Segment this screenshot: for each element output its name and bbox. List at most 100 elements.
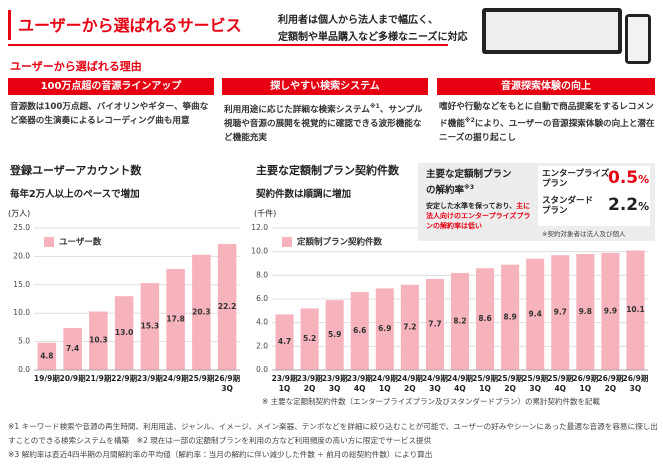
bar [601, 252, 620, 370]
bar [576, 254, 595, 370]
value-label: 9.8 [579, 307, 592, 316]
x-tick-label: 25/9期 1Q [472, 374, 499, 393]
bar [501, 264, 520, 370]
value-label: 5.2 [303, 334, 316, 343]
tagline: 利用者は個人から法人まで幅広く、 定額制や単品購入など多様なニーズに対応 [278, 15, 468, 43]
x-tick-label: 23/9期 4Q [346, 374, 373, 393]
bar [325, 300, 344, 370]
y-tick-label: 0.0 [18, 365, 30, 374]
title-rule [8, 44, 448, 46]
value-label: 13.0 [115, 328, 134, 337]
churn-title: 主要な定額制プラン の解約率※3 [426, 168, 536, 197]
rate-value: 0.5 [608, 168, 639, 188]
plan-name: スタンダード プラン [542, 196, 594, 216]
laptop-screen [482, 8, 622, 54]
chart-subtitle: 契約件数は順調に増加 [256, 189, 352, 200]
bar [166, 268, 185, 370]
legend-swatch [44, 237, 54, 247]
reason-heading: 100万点超の音源ラインアップ [8, 78, 214, 95]
churn-note: ※契約対象者は法人及び個人 [542, 230, 626, 238]
value-label: 4.8 [40, 351, 53, 360]
footnote-ref: ※3 [464, 184, 475, 191]
x-tick-label: 25/9期 4Q [547, 374, 574, 393]
value-label: 10.1 [626, 305, 645, 314]
bar [63, 327, 82, 370]
legend-swatch [282, 237, 292, 247]
bar [192, 254, 211, 370]
churn-text: 安定した水準を保っており、主に法人向けのエンタープライズプランの解約率は低い [426, 201, 536, 231]
y-tick-label: 10.0 [13, 308, 30, 317]
reason-text: 音源数は100万点超、バイオリンやギター、箏曲など楽器の生演奏によるレコーディン… [10, 102, 209, 126]
rate-unit: % [638, 173, 650, 186]
churn-highlight: 主に法人向けのエンタープライズプランの解約率は低い [426, 202, 531, 230]
rates-panel: エンタープライズ プラン 0.5% スタンダード プラン 2.2% [538, 166, 650, 226]
phone-screen [628, 17, 648, 61]
y-tick-label: 6.0 [256, 294, 268, 303]
value-label: 8.2 [453, 316, 466, 325]
title-accent [8, 10, 11, 40]
footnote: ※3 解約率は直近4四半期の月間解約率の平均値（解約率：当月の解約に伴い減少した… [8, 450, 433, 459]
value-label: 17.8 [166, 314, 185, 323]
reason-text: 利用用途に応じた詳細な検索システム [224, 104, 370, 115]
x-tick-label: 24/9期 4Q [447, 374, 473, 393]
reason-body: 利用用途に応じた詳細な検索システム※1、サンプル視聴や音源の展開を視覚的に確認で… [224, 100, 428, 145]
y-tick-label: 5.0 [18, 337, 30, 346]
value-label: 20.3 [192, 307, 211, 316]
x-tick-label: 24/9期 [162, 374, 189, 383]
reason-text: 嗜好や行動などをもとに自動で商品提案をするレコメンド機能 [439, 102, 654, 129]
x-tick-label: 22/9期 [111, 374, 138, 383]
churn-box: 主要な定額制プラン の解約率※3 安定した水準を保っており、主に法人向けのエンタ… [418, 163, 655, 241]
reason-heading: 音源探索体験の向上 [437, 78, 655, 95]
value-label: 9.7 [554, 308, 567, 317]
bar [275, 314, 294, 370]
value-label: 7.7 [428, 319, 441, 328]
screen-content [486, 12, 618, 50]
y-tick-label: 8.0 [256, 270, 268, 279]
bar [114, 296, 134, 370]
footnote: ※2 現在は一部の定額制プランを利用の方など利用頻度の高い方に限定でサービス提供 [136, 436, 432, 445]
bar [37, 342, 57, 370]
phone [625, 14, 651, 64]
chart-subtitle: 毎年2万人以上のペースで増加 [10, 189, 140, 200]
y-tick-label: 20.0 [13, 251, 30, 260]
bar [89, 311, 108, 370]
bar [551, 255, 570, 370]
value-label: 4.7 [278, 337, 291, 346]
x-tick-label: 23/9期 [136, 374, 163, 383]
bar [626, 250, 645, 370]
bar [350, 291, 369, 370]
plan-rate: 2.2% [608, 195, 649, 215]
bar [526, 258, 545, 370]
bar [217, 243, 237, 370]
y-tick-label: 12.0 [251, 223, 268, 232]
section-title: ユーザーから選ばれる理由 [10, 60, 142, 73]
value-label: 15.3 [141, 322, 160, 331]
bar [400, 284, 419, 370]
legend-label: 定額制プラン契約件数 [297, 237, 383, 248]
x-tick-label: 25/9期 3Q [522, 374, 549, 393]
bar [425, 278, 444, 370]
x-tick-label: 23/9期 1Q [271, 374, 298, 393]
x-tick-label: 24/9期 2Q [396, 374, 423, 393]
reason-text: 、サンプル視聴や音源の展開を視覚的に確認できる波形機能など機能充実 [224, 104, 423, 143]
reason-body: 音源数は100万点超、バイオリンやギター、箏曲など楽器の生演奏によるレコーディン… [10, 100, 214, 128]
reason-text: により、ユーザーの音源探索体験の向上と潜在ニーズの掘り起こし [439, 118, 655, 143]
unit-label: (万人) [8, 209, 31, 218]
y-tick-label: 0.0 [256, 365, 268, 374]
bar [476, 268, 495, 370]
bar [140, 283, 160, 370]
value-label: 7.2 [403, 322, 416, 331]
x-tick-label: 24/9期 3Q [421, 374, 448, 393]
x-tick-label: 24/9期 1Q [371, 374, 398, 393]
y-tick-label: 15.0 [13, 280, 30, 289]
x-tick-label: 20/9期 [59, 374, 86, 383]
unit-label: (千件) [254, 209, 277, 218]
x-tick-label: 23/9期 3Q [321, 374, 348, 393]
x-tick-label: 26/9期 1Q [572, 374, 599, 393]
page-title: ユーザーから選ばれるサービス [18, 16, 242, 35]
bar [450, 272, 470, 370]
plan-rate: 0.5% [608, 168, 649, 188]
x-tick-label: 19/9期 [33, 374, 60, 383]
